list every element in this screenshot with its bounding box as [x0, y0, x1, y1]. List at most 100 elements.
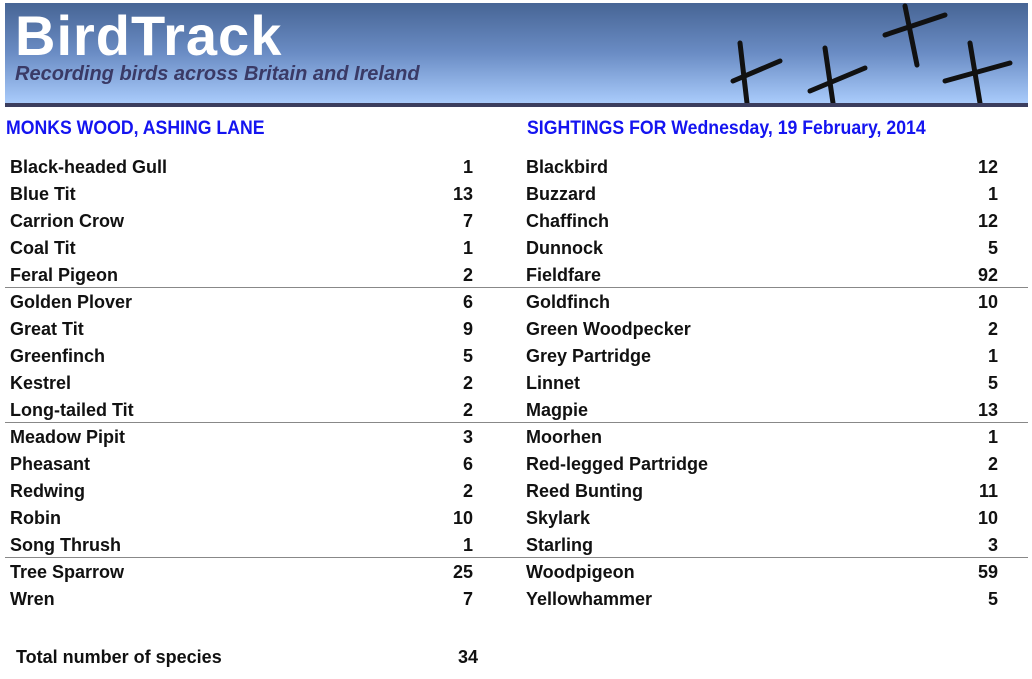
species-count: 12 [977, 211, 998, 231]
species-name: Linnet [526, 373, 580, 393]
species-row: Chaffinch 12 [526, 211, 998, 238]
species-name: Red-legged Partridge [526, 454, 709, 474]
species-row: Moorhen 1 [526, 427, 998, 454]
species-name: Moorhen [526, 427, 602, 447]
species-row: Yellowhammer 5 [526, 589, 998, 616]
species-name: Goldfinch [526, 292, 610, 312]
species-count: 10 [452, 508, 473, 528]
species-name: Wren [10, 589, 55, 609]
species-row: Wren 7 [10, 589, 473, 616]
species-name: Woodpigeon [526, 562, 635, 582]
species-name: Great Tit [10, 319, 84, 339]
species-name: Coal Tit [10, 238, 76, 258]
species-name: Greenfinch [10, 346, 106, 366]
species-row: Kestrel 2 [10, 373, 473, 400]
species-name: Magpie [526, 400, 589, 420]
species-count: 6 [462, 292, 473, 312]
site-name: MONKS WOOD, ASHING LANE [6, 118, 265, 139]
species-name: Green Woodpecker [526, 319, 691, 339]
species-row: Black-headed Gull 1 [10, 157, 473, 184]
species-count: 2 [987, 454, 998, 474]
total-label: Total number of species [16, 647, 222, 667]
species-name: Song Thrush [10, 535, 121, 555]
species-name: Black-headed Gull [10, 157, 168, 177]
species-count: 1 [462, 157, 473, 177]
species-count: 10 [977, 292, 998, 312]
species-name: Skylark [526, 508, 591, 528]
species-count: 92 [977, 265, 998, 285]
species-count: 5 [987, 589, 998, 609]
species-name: Reed Bunting [526, 481, 643, 501]
species-name: Redwing [10, 481, 85, 501]
species-count: 25 [452, 562, 473, 582]
species-count: 10 [977, 508, 998, 528]
group-divider [5, 287, 1028, 288]
species-row: Pheasant 6 [10, 454, 473, 481]
species-count: 2 [462, 265, 473, 285]
species-row: Song Thrush 1 [10, 535, 473, 562]
species-row: Woodpigeon 59 [526, 562, 998, 589]
species-name: Pheasant [10, 454, 91, 474]
species-row: Long-tailed Tit 2 [10, 400, 473, 427]
logo-title: BirdTrack [15, 4, 283, 67]
species-name: Golden Plover [10, 292, 133, 312]
species-count: 3 [462, 427, 473, 447]
species-row: Great Tit 9 [10, 319, 473, 346]
banner: BirdTrack Recording birds across Britain… [5, 3, 1028, 103]
species-row: Dunnock 5 [526, 238, 998, 265]
species-count: 5 [462, 346, 473, 366]
species-count: 1 [462, 238, 473, 258]
species-row: Robin 10 [10, 508, 473, 535]
species-name: Chaffinch [526, 211, 609, 231]
species-name: Blackbird [526, 157, 609, 177]
species-count: 2 [462, 481, 473, 501]
species-count: 7 [462, 211, 473, 231]
group-divider [5, 422, 1028, 423]
species-count: 1 [462, 535, 473, 555]
species-name: Buzzard [526, 184, 597, 204]
species-name: Starling [526, 535, 594, 555]
species-count: 1 [987, 184, 998, 204]
species-count: 13 [977, 400, 998, 420]
total-row: Total number of species 34 [16, 647, 478, 674]
species-count: 59 [977, 562, 998, 582]
species-count: 2 [462, 373, 473, 393]
species-row: Redwing 2 [10, 481, 473, 508]
banner-divider [5, 103, 1028, 107]
species-row: Magpie 13 [526, 400, 998, 427]
species-row: Greenfinch 5 [10, 346, 473, 373]
species-count: 11 [978, 481, 998, 501]
species-name: Yellowhammer [526, 589, 653, 609]
logo-subtitle: Recording birds across Britain and Irela… [15, 63, 420, 85]
species-row: Carrion Crow 7 [10, 211, 473, 238]
species-count: 7 [462, 589, 473, 609]
species-row: Buzzard 1 [526, 184, 998, 211]
species-row: Blackbird 12 [526, 157, 998, 184]
species-count: 2 [987, 319, 998, 339]
species-row: Goldfinch 10 [526, 292, 998, 319]
species-row: Tree Sparrow 25 [10, 562, 473, 589]
species-count: 1 [987, 427, 998, 447]
species-name: Dunnock [526, 238, 604, 258]
species-name: Blue Tit [10, 184, 76, 204]
species-row: Green Woodpecker 2 [526, 319, 998, 346]
species-name: Robin [10, 508, 61, 528]
sightings-heading: SIGHTINGS FOR Wednesday, 19 February, 20… [527, 118, 926, 139]
species-row: Golden Plover 6 [10, 292, 473, 319]
species-count: 3 [987, 535, 998, 555]
species-name: Long-tailed Tit [10, 400, 134, 420]
species-row: Reed Bunting 11 [526, 481, 998, 508]
species-count: 1 [987, 346, 998, 366]
species-count: 5 [987, 373, 998, 393]
species-row: Grey Partridge 1 [526, 346, 998, 373]
species-row: Feral Pigeon 2 [10, 265, 473, 292]
species-row: Meadow Pipit 3 [10, 427, 473, 454]
species-count: 5 [987, 238, 998, 258]
group-divider [5, 557, 1028, 558]
species-count: 13 [452, 184, 473, 204]
species-name: Kestrel [10, 373, 72, 393]
species-row: Blue Tit 13 [10, 184, 473, 211]
species-row: Starling 3 [526, 535, 998, 562]
species-row: Linnet 5 [526, 373, 998, 400]
species-row: Coal Tit 1 [10, 238, 473, 265]
